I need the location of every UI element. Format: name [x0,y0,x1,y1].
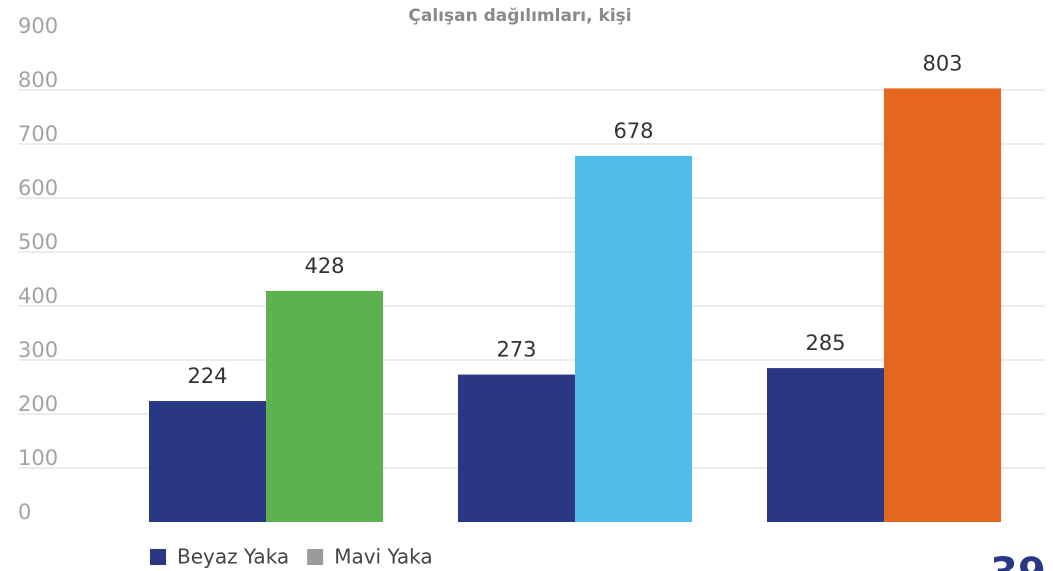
value-label: 273 [496,338,536,362]
bar [149,401,266,522]
legend-swatch [307,549,324,565]
chart-title: Çalışan dağılımları, kişi [408,6,631,26]
legend-label: Mavi Yaka [334,545,432,569]
bar [767,368,884,522]
y-tick-label: 400 [18,284,58,308]
value-label: 285 [805,331,845,355]
bar [266,290,383,522]
y-tick-label: 600 [18,176,58,200]
y-tick-label: 200 [18,392,58,416]
y-tick-label: 800 [18,68,58,92]
bar [575,155,692,522]
value-label: 803 [922,51,962,75]
value-label: 224 [187,364,227,388]
y-tick-label: 100 [18,446,58,470]
value-label: 678 [613,119,653,143]
bar [458,374,575,522]
bar [884,88,1001,522]
legend-swatch [150,549,166,565]
value-label: 428 [304,254,344,278]
y-tick-label: 300 [18,338,58,362]
y-tick-label: 500 [18,230,58,254]
y-tick-label: 0 [18,500,31,524]
legend-label: Beyaz Yaka [177,545,289,569]
page-number: 39 [990,550,1046,571]
y-tick-label: 700 [18,122,58,146]
y-tick-label: 900 [18,14,58,38]
